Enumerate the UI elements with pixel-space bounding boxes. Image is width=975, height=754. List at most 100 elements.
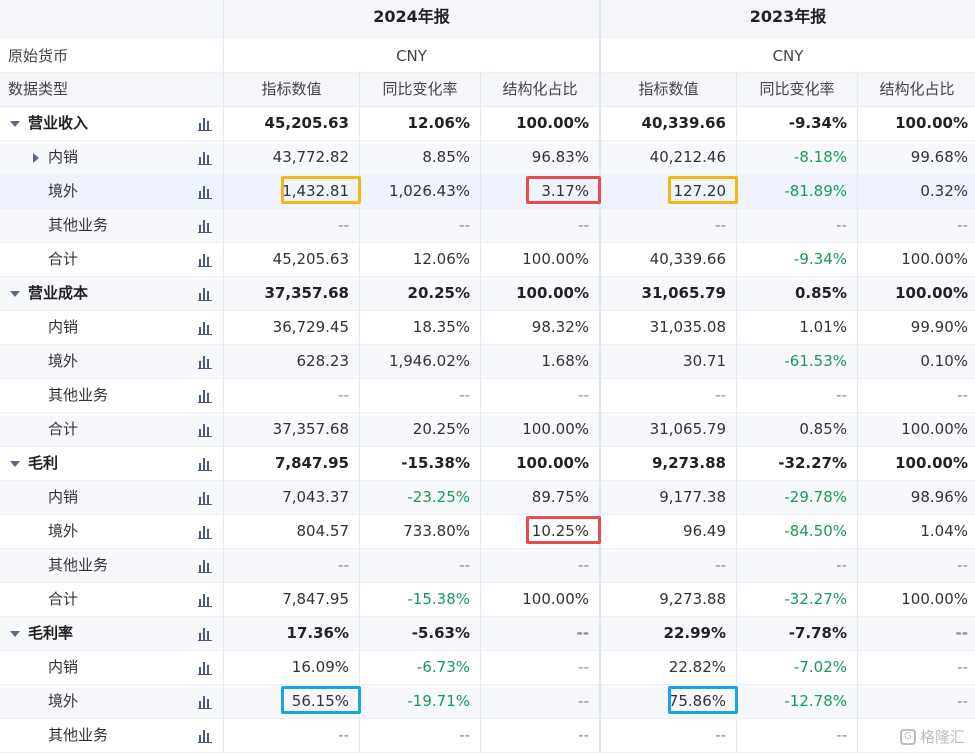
cell-share-2023: 100.00% bbox=[858, 413, 975, 446]
table-row[interactable]: 其他业务------------ bbox=[0, 209, 975, 243]
cell-value-2023: 9,273.88 bbox=[601, 447, 737, 480]
cell-share-2023: 99.68% bbox=[858, 141, 975, 174]
cell-share-2023: 100.00% bbox=[858, 583, 975, 616]
cell-value-2024: 628.23 bbox=[224, 345, 360, 378]
bar-chart-icon[interactable] bbox=[198, 287, 212, 301]
bar-chart-icon[interactable] bbox=[198, 321, 212, 335]
cell-yoy-2024: 8.85% bbox=[360, 141, 481, 174]
caret-down-icon[interactable] bbox=[10, 121, 20, 127]
bar-chart-icon[interactable] bbox=[198, 253, 212, 267]
cell-yoy-2023: -29.78% bbox=[737, 481, 858, 514]
bar-chart-icon[interactable] bbox=[198, 593, 212, 607]
data-type-label: 数据类型 bbox=[0, 73, 224, 106]
cell-share-2024: -- bbox=[481, 685, 601, 718]
bar-chart-icon[interactable] bbox=[198, 695, 212, 709]
cell-value: 7,043.37 bbox=[282, 488, 349, 506]
col-header-share-2023[interactable]: 结构化占比 bbox=[879, 80, 955, 98]
bar-chart-icon[interactable] bbox=[198, 423, 212, 437]
bar-chart-icon[interactable] bbox=[198, 661, 212, 675]
caret-right-icon[interactable] bbox=[33, 153, 39, 163]
bar-chart-icon[interactable] bbox=[198, 389, 212, 403]
bar-chart-icon[interactable] bbox=[198, 559, 212, 573]
cell-share-2023: 1.04% bbox=[858, 515, 975, 548]
cell-share-2024: -- bbox=[481, 719, 601, 752]
bar-chart-icon[interactable] bbox=[198, 729, 212, 743]
cell-value-2024: 36,729.45 bbox=[224, 311, 360, 344]
bar-chart-icon[interactable] bbox=[198, 355, 212, 369]
table-row[interactable]: 内销 7,043.37 -23.25% 89.75% 9,177.38 -29.78% 98… bbox=[0, 481, 975, 515]
year-header-row: 2024年报 2023年报 bbox=[0, 0, 975, 39]
cell-value: 12.06% bbox=[407, 114, 470, 132]
col-header-share-2024[interactable]: 结构化占比 bbox=[481, 73, 601, 106]
bar-chart-icon[interactable] bbox=[198, 525, 212, 539]
bar-chart-icon[interactable] bbox=[198, 457, 212, 471]
bar-chart-icon[interactable] bbox=[198, 491, 212, 505]
row-label-cell: 内销 bbox=[0, 481, 224, 514]
cell-yoy-2023: 1.01% bbox=[737, 311, 858, 344]
cell-value: -32.27% bbox=[778, 454, 847, 472]
cell-value: 100.00% bbox=[516, 114, 589, 132]
row-label-cell: 其他业务 bbox=[0, 379, 224, 412]
cell-share-2023: 100.00% bbox=[858, 277, 975, 310]
cell-yoy-2023: 0.85% bbox=[737, 413, 858, 446]
bar-chart-icon[interactable] bbox=[198, 117, 212, 131]
cell-value-2023: 30.71 bbox=[601, 345, 737, 378]
row-label-cell: 境外 bbox=[0, 345, 224, 378]
cell-value: 1.04% bbox=[920, 522, 968, 540]
year-2024-header[interactable]: 2024年报 bbox=[224, 0, 601, 39]
col-header-value-2024[interactable]: 指标数值 bbox=[224, 73, 360, 106]
cell-value: 36,729.45 bbox=[272, 318, 349, 336]
table-row[interactable]: 境外 804.57 733.80% 10.25% 96.49 -84.50% 1.04% bbox=[0, 515, 975, 549]
table-row[interactable]: 境外 628.23 1,946.02% 1.68% 30.71 -61.53% 0.10% bbox=[0, 345, 975, 379]
table-row[interactable]: 营业收入 45,205.63 12.06% 100.00% 40,339.66 -9.34… bbox=[0, 107, 975, 141]
cell-yoy-2024: -- bbox=[360, 209, 481, 242]
cell-yoy-2023: -- bbox=[737, 379, 858, 412]
row-label: 毛利 bbox=[28, 454, 59, 472]
caret-down-icon[interactable] bbox=[10, 631, 20, 637]
cell-value: -- bbox=[578, 216, 589, 234]
cell-share-2024: -- bbox=[481, 209, 601, 242]
bar-chart-icon[interactable] bbox=[198, 185, 212, 199]
row-label-cell: 其他业务 bbox=[0, 719, 224, 752]
table-row[interactable]: 合计 45,205.63 12.06% 100.00% 40,339.66 -9.34% 1… bbox=[0, 243, 975, 277]
cell-share-2023: -- bbox=[858, 617, 975, 650]
table-row[interactable]: 其他业务------------ bbox=[0, 719, 975, 753]
table-row[interactable]: 合计 7,847.95 -15.38% 100.00% 9,273.88 -32.27% 1… bbox=[0, 583, 975, 617]
table-row[interactable]: 毛利率 17.36% -5.63% -- 22.99% -7.78% -- bbox=[0, 617, 975, 651]
table-row[interactable]: 境外 56.15% -19.71% -- 75.86% -12.78% -- bbox=[0, 685, 975, 719]
col-header-yoy-2024[interactable]: 同比变化率 bbox=[360, 73, 481, 106]
caret-down-icon[interactable] bbox=[10, 291, 20, 297]
col-header-value-2023[interactable]: 指标数值 bbox=[601, 73, 737, 106]
cell-value: 31,035.08 bbox=[649, 318, 726, 336]
bar-chart-icon[interactable] bbox=[198, 627, 212, 641]
table-row[interactable]: 合计 37,357.68 20.25% 100.00% 31,065.79 0.85% 10… bbox=[0, 413, 975, 447]
table-row[interactable]: 境外 1,432.81 1,026.43% 3.17% 127.20 -81.89% 0.3… bbox=[0, 175, 975, 209]
cell-yoy-2024: -15.38% bbox=[360, 583, 481, 616]
table-row[interactable]: 毛利 7,847.95 -15.38% 100.00% 9,273.88 -32.27% 1… bbox=[0, 447, 975, 481]
cell-value: 16.09% bbox=[291, 658, 349, 676]
col-header-yoy-2023[interactable]: 同比变化率 bbox=[737, 73, 858, 106]
bar-chart-icon[interactable] bbox=[198, 151, 212, 165]
cell-value: -- bbox=[578, 692, 589, 710]
table-row[interactable]: 内销 43,772.82 8.85% 96.83% 40,212.46 -8.18% 99.… bbox=[0, 141, 975, 175]
table-row[interactable]: 营业成本 37,357.68 20.25% 100.00% 31,065.79 0.85%… bbox=[0, 277, 975, 311]
caret-down-icon[interactable] bbox=[10, 461, 20, 467]
cell-value-2023: 40,339.66 bbox=[601, 107, 737, 140]
cell-value: 20.25% bbox=[407, 284, 470, 302]
cell-value: 31,065.79 bbox=[641, 284, 726, 302]
cell-value: 40,339.66 bbox=[641, 114, 726, 132]
table-row[interactable]: 内销 36,729.45 18.35% 98.32% 31,035.08 1.01% 99.… bbox=[0, 311, 975, 345]
cell-share-2023: -- bbox=[858, 379, 975, 412]
cell-value-2023: 40,212.46 bbox=[601, 141, 737, 174]
cell-value: -6.73% bbox=[416, 658, 470, 676]
cell-value-2024: 804.57 bbox=[224, 515, 360, 548]
cell-value: 0.85% bbox=[794, 284, 847, 302]
table-row[interactable]: 其他业务------------ bbox=[0, 379, 975, 413]
cell-value: -- bbox=[836, 216, 847, 234]
bar-chart-icon[interactable] bbox=[198, 219, 212, 233]
table-body: 营业收入 45,205.63 12.06% 100.00% 40,339.66 -9.34… bbox=[0, 107, 975, 753]
table-row[interactable]: 其他业务------------ bbox=[0, 549, 975, 583]
cell-value: -- bbox=[715, 556, 726, 574]
table-row[interactable]: 内销 16.09% -6.73% -- 22.82% -7.02% -- bbox=[0, 651, 975, 685]
year-2023-header[interactable]: 2023年报 bbox=[749, 7, 827, 26]
